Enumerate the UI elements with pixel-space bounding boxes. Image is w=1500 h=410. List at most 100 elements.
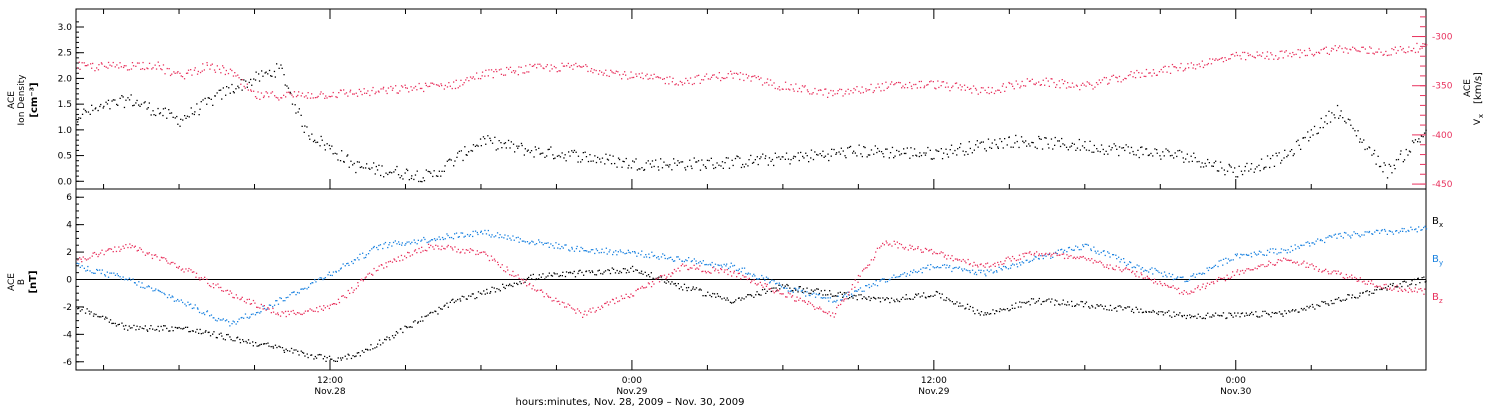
by-series-point xyxy=(378,244,380,247)
bx-series-point xyxy=(618,272,620,274)
density-series-point xyxy=(202,99,204,101)
bx-series-point xyxy=(1202,317,1205,319)
density-series-point xyxy=(582,152,584,154)
bz-series-point xyxy=(1153,278,1156,280)
bz-series-point xyxy=(1388,288,1391,290)
velocity-series-point xyxy=(364,92,366,94)
bz-series-point xyxy=(1111,267,1114,269)
velocity-series-point xyxy=(229,68,232,70)
bz-series-point xyxy=(904,246,907,249)
bz-series-point xyxy=(733,270,735,272)
bx-series-point xyxy=(1262,310,1264,313)
by-series-point xyxy=(1093,246,1095,248)
density-series-point xyxy=(1183,161,1185,163)
bx-series-point xyxy=(1015,302,1017,304)
by-series-point xyxy=(1421,229,1423,231)
bx-series-point xyxy=(263,343,265,345)
top-left-tick-label: 1.5 xyxy=(58,100,72,110)
bz-series-point xyxy=(317,311,319,313)
velocity-series-point xyxy=(191,74,193,76)
by-series-point xyxy=(764,279,766,281)
velocity-series-point xyxy=(1166,71,1168,73)
bx-series-point xyxy=(265,343,267,345)
bx-series-point xyxy=(572,272,574,275)
by-series-point xyxy=(988,270,990,273)
velocity-series-point xyxy=(1017,83,1019,85)
density-series-point xyxy=(1254,168,1256,170)
density-series-point xyxy=(852,152,854,154)
velocity-series-point xyxy=(1201,60,1203,62)
bx-series-point xyxy=(953,303,955,305)
by-series-point xyxy=(347,262,349,264)
bx-series-point xyxy=(149,328,151,330)
bz-series-point xyxy=(1022,253,1024,255)
by-series-point xyxy=(352,262,354,265)
by-series-point xyxy=(1275,248,1277,250)
velocity-series-point xyxy=(1230,54,1232,56)
density-series-point xyxy=(1269,166,1271,169)
velocity-series-point xyxy=(142,61,144,64)
bz-series-point xyxy=(1124,268,1126,270)
bx-series-point xyxy=(935,290,937,293)
velocity-series-point xyxy=(130,68,133,70)
velocity-series-point xyxy=(1242,51,1244,54)
bx-series-point xyxy=(817,288,819,290)
bz-series-point xyxy=(1163,282,1166,285)
by-series-point xyxy=(881,278,884,280)
density-series-point xyxy=(651,166,653,168)
by-series-point xyxy=(747,272,750,274)
density-series-point xyxy=(587,160,590,163)
bz-series-point xyxy=(1099,260,1101,262)
velocity-series-point xyxy=(484,75,486,77)
bz-series-point xyxy=(891,245,893,247)
velocity-series-point xyxy=(1347,52,1349,54)
bx-series-point xyxy=(1314,308,1316,310)
density-series-point xyxy=(1407,154,1409,156)
velocity-series-point xyxy=(1088,82,1090,84)
velocity-series-point xyxy=(503,74,505,76)
velocity-series-point xyxy=(720,79,722,82)
by-series-point xyxy=(472,235,474,238)
density-series-point xyxy=(106,103,109,105)
velocity-series-point xyxy=(1293,54,1295,56)
density-series-point xyxy=(456,156,458,158)
x-tick-label-date: Nov.29 xyxy=(616,387,647,397)
velocity-series-point xyxy=(619,74,621,76)
velocity-series-point xyxy=(462,84,464,86)
by-series-point xyxy=(263,307,266,310)
bx-series-point xyxy=(441,308,443,310)
bz-series-point xyxy=(787,292,790,294)
bx-series-point xyxy=(595,274,598,276)
by-series-point xyxy=(94,272,96,274)
bz-series-point xyxy=(540,289,543,291)
bx-series-point xyxy=(356,352,358,354)
density-series-point xyxy=(1250,163,1253,165)
velocity-series-point xyxy=(657,76,659,78)
density-series-point xyxy=(1352,127,1354,130)
velocity-series-point xyxy=(201,70,203,72)
density-series-point xyxy=(940,148,942,150)
velocity-series-point xyxy=(250,89,252,91)
density-series-point xyxy=(527,149,529,151)
density-series-point xyxy=(1196,161,1198,163)
bz-series-point xyxy=(1396,284,1398,287)
by-series-point xyxy=(120,278,122,280)
bx-series-point xyxy=(538,278,540,280)
density-series-point xyxy=(1191,160,1193,162)
bz-series-point xyxy=(183,271,185,273)
x-tick-label-date: Nov.30 xyxy=(1220,387,1251,397)
density-series-point xyxy=(559,156,562,158)
by-series-point xyxy=(829,297,831,299)
bz-series-point xyxy=(1091,258,1093,260)
by-series-point xyxy=(1028,261,1030,263)
by-series-point xyxy=(206,311,208,313)
density-series-point xyxy=(1349,119,1351,121)
bz-series-point xyxy=(537,289,539,291)
density-series-point xyxy=(194,111,196,113)
bx-series-point xyxy=(930,295,932,297)
bx-series-point xyxy=(81,309,83,311)
velocity-series-point xyxy=(98,64,100,66)
bz-series-point xyxy=(769,288,772,290)
velocity-series-point xyxy=(861,86,863,88)
by-series-point xyxy=(1240,253,1242,255)
